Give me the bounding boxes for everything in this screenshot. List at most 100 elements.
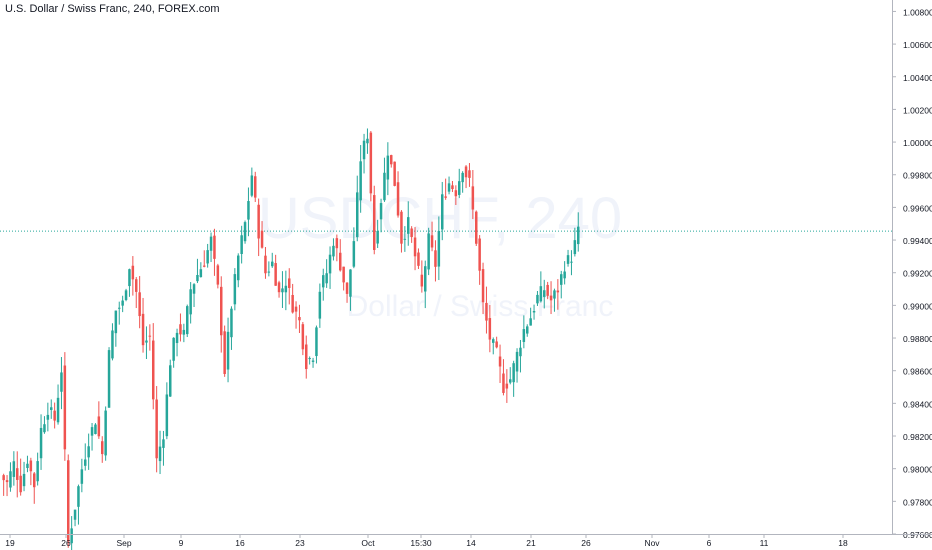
candle-body [124,290,128,301]
candle-body [175,332,179,344]
candle-body [461,172,464,183]
y-tick-label: 0.99800 [903,171,932,181]
candle-body [400,211,403,244]
candle-body [410,228,413,238]
candle-body [67,460,70,542]
candle-body [529,318,532,326]
candle-body [264,255,267,274]
y-tick-label: 0.99600 [903,203,932,213]
candle-body [271,261,274,267]
candle-body [77,486,80,507]
candle-body [281,288,284,293]
y-tick-label: 0.97800 [903,497,932,507]
candle-body [288,278,291,289]
candle-body [570,261,573,263]
y-tick-label: 0.98400 [903,399,932,409]
candle-body [257,204,260,239]
candle-body [111,330,114,359]
candle-body [407,217,410,234]
chart-title: U.S. Dollar / Swiss Franc, 240, FOREX.co… [5,3,220,15]
candle-body [359,161,362,201]
candle-body [22,473,26,487]
candle-body [169,365,172,397]
candle-body [70,528,73,544]
candle-body [104,410,107,456]
candle-body [546,284,549,296]
candle-body [328,254,332,274]
candle-body [94,424,97,435]
candle-body [182,329,186,335]
candle-body [556,290,560,293]
candle-body [114,310,118,334]
candle-body [254,176,257,198]
candle-body [277,282,281,293]
x-tick-label: 14 [466,538,476,548]
candle-body [220,286,223,336]
candle-body [481,269,485,303]
candle-body [366,138,369,144]
candle-body [107,350,111,408]
candle-body [298,317,301,321]
candle-body [158,446,162,462]
candle-body [342,266,345,283]
x-tick-label: Nov [644,538,660,548]
x-tick-label: 9 [179,538,184,548]
candle-body [335,238,339,249]
candle-body [396,182,400,216]
candle-body [152,340,155,400]
candle-body [566,255,570,264]
y-tick-label: 0.99200 [903,269,932,279]
candle-body [441,194,444,230]
x-tick-label: Sep [116,538,131,548]
candle-body [118,307,121,309]
candle-body [332,245,335,257]
candle-body [12,461,16,477]
candle-body [315,327,318,357]
candle-body [356,192,359,238]
candle-body [87,446,90,458]
candles [2,128,580,550]
candle-body [522,329,526,342]
candle-body [543,290,546,297]
candle-body [226,331,230,370]
candle-body [172,337,175,361]
candle-body [250,175,254,196]
candle-body [352,241,356,267]
candle-body [206,250,209,264]
candle-body [301,324,305,350]
candle-body [509,379,512,383]
candle-body [413,237,417,257]
candle-body [427,233,430,270]
candle-body [386,155,390,180]
y-tick-label: 1.00200 [903,105,932,115]
candle-body [267,271,271,273]
candle-body [468,170,471,178]
candle-body [488,318,492,340]
candle-body [373,195,376,250]
y-tick-label: 0.99400 [903,236,932,246]
candle-body [192,284,196,294]
candle-body [53,410,56,421]
candle-body [502,373,505,393]
candle-body [189,289,192,315]
candle-body [383,172,386,201]
candle-body [97,416,101,437]
candle-body [311,360,315,362]
candle-body [492,339,495,343]
candle-body [29,460,33,472]
candle-body [420,274,424,287]
candle-body [539,286,543,302]
candle-body [36,461,39,482]
x-tick-label: 26 [581,538,591,548]
candle-body [84,459,87,466]
candle-body [179,324,182,335]
candle-body [135,279,138,292]
candle-body [464,166,468,178]
y-tick-label: 0.98000 [903,465,932,475]
candle-body [573,240,577,255]
x-axis: 19 26 Sep 9 16 23 Oct 15:30 14 21 26 Nov 6 11 18 [0,534,932,548]
watermark-description: Dollar / Swiss Franc [347,290,614,323]
candle-body [165,394,169,437]
